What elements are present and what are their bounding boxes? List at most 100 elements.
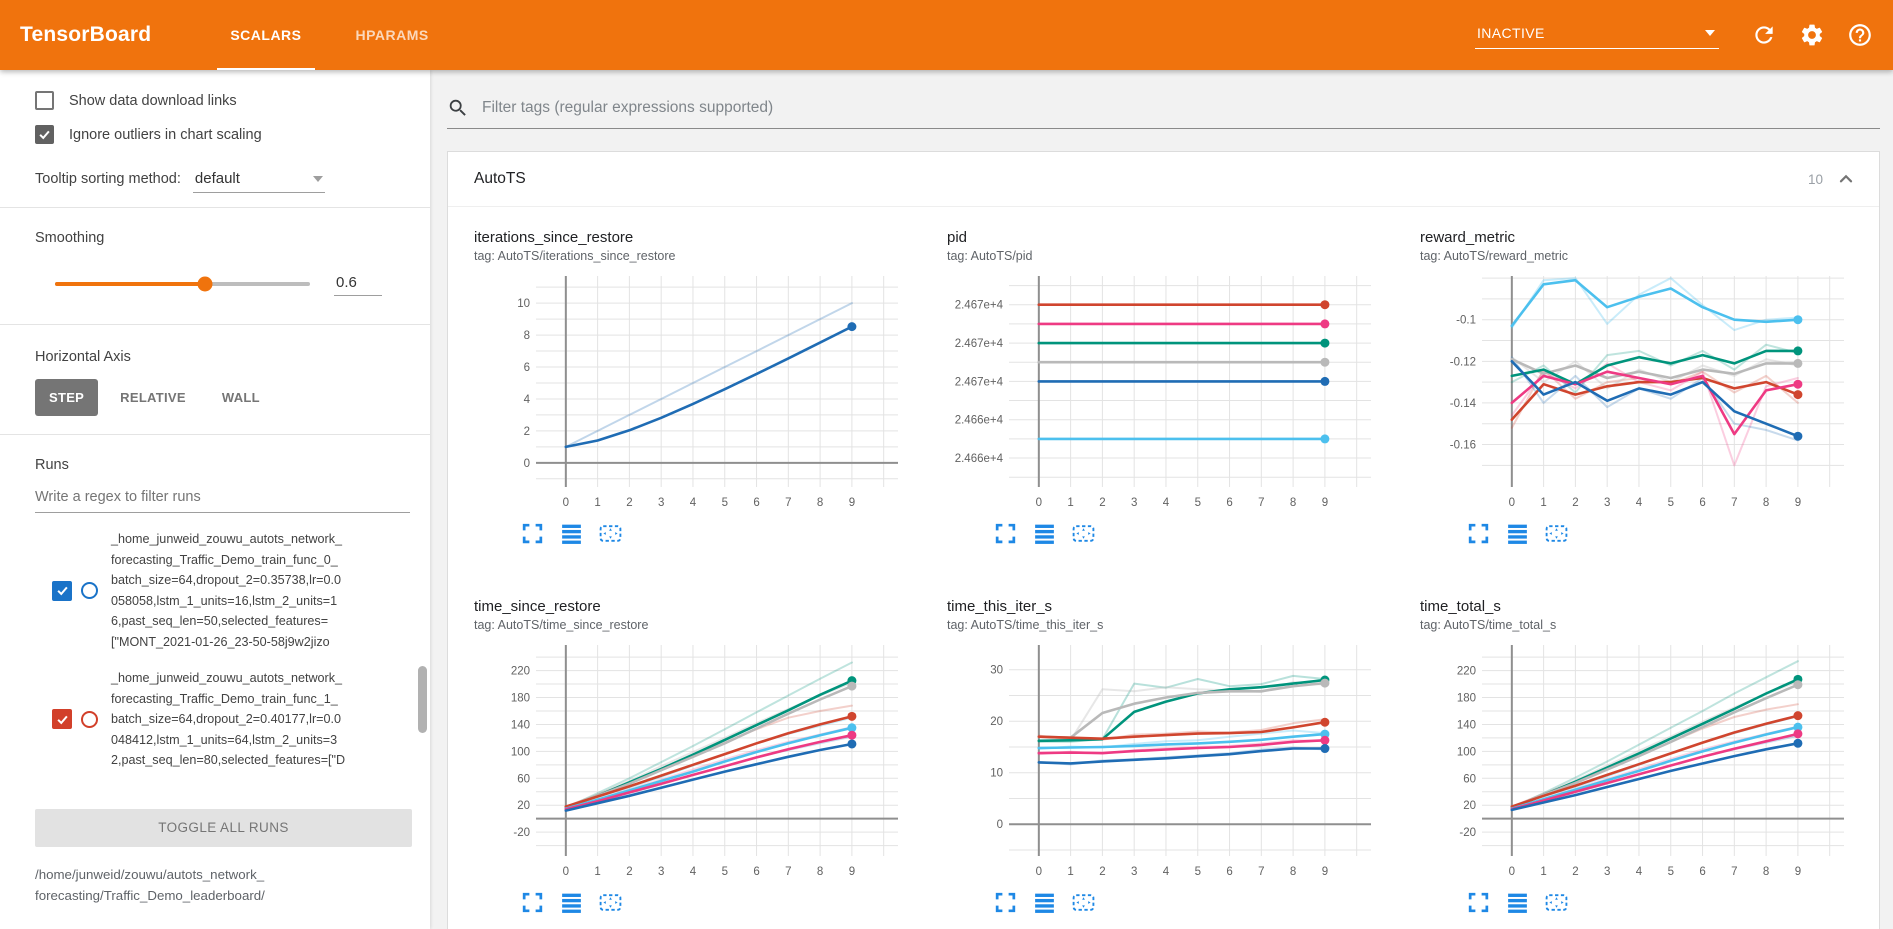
status-label: INACTIVE [1477,25,1545,41]
gear-icon[interactable] [1799,22,1825,48]
svg-text:2.466e+4: 2.466e+4 [955,415,1004,427]
toggle-all-runs-button[interactable]: TOGGLE ALL RUNS [35,808,412,847]
expand-chart-icon[interactable] [520,890,545,915]
expand-chart-icon[interactable] [1466,890,1491,915]
app-title[interactable]: TensorBoard [20,23,152,46]
fit-domain-icon[interactable] [598,521,623,546]
smoothing-value[interactable]: 0.6 [334,272,382,296]
tooltip-sorting-label: Tooltip sorting method: [35,171,181,187]
category-header[interactable]: AutoTS 10 [448,152,1879,207]
chart-title: time_since_restore [474,598,601,615]
smoothing-slider[interactable] [55,276,310,292]
svg-text:4: 4 [690,497,697,509]
runs-menu-icon[interactable] [1032,890,1057,915]
checkmark-icon [56,586,68,596]
svg-text:7: 7 [1258,866,1264,878]
show-download-links-checkbox-row[interactable]: Show data download links [35,91,400,110]
chart-canvas[interactable]: 220 180 140 100 60 20 -20 0 1 2 3 4 5 6 7 8 9 [1420,639,1862,885]
runs-menu-icon[interactable] [1505,890,1530,915]
svg-text:1: 1 [1540,497,1546,509]
search-icon [449,99,466,116]
fit-domain-icon[interactable] [1544,890,1569,915]
runs-menu-icon[interactable] [559,890,584,915]
chart-actions [1466,890,1873,915]
svg-text:2: 2 [626,497,632,509]
svg-text:100: 100 [1457,746,1476,758]
svg-text:7: 7 [1731,497,1737,509]
run-checkbox[interactable] [52,580,72,601]
runs-label: Runs [35,457,69,473]
chart-tag: tag: AutoTS/time_total_s [1420,618,1557,632]
fit-domain-icon[interactable] [1071,521,1096,546]
chart-canvas[interactable]: 220 180 140 100 60 20 -20 0 1 2 3 4 5 6 7 8 9 [474,639,916,885]
chart-title: time_total_s [1420,598,1501,615]
fit-domain-icon[interactable] [598,890,623,915]
svg-text:1: 1 [1067,866,1073,878]
category-collapse-control[interactable]: 10 [1808,168,1857,190]
chart-time_this_iter_s: time_this_iter_s tag: AutoTS/time_this_it… [927,584,1400,915]
expand-chart-icon[interactable] [520,521,545,546]
ignore-outliers-checkbox-row[interactable]: Ignore outliers in chart scaling [35,125,400,144]
chart-canvas[interactable]: -0.1 -0.12 -0.14 -0.16 0 1 2 3 4 5 6 7 8 9 [1420,270,1862,516]
axis-relative-button[interactable]: RELATIVE [120,390,186,405]
svg-text:6: 6 [1699,497,1705,509]
expand-chart-icon[interactable] [993,890,1018,915]
svg-text:-0.14: -0.14 [1450,398,1477,410]
horizontal-axis-label: Horizontal Axis [35,349,131,365]
svg-text:5: 5 [722,866,728,878]
svg-text:10: 10 [517,298,530,310]
runs-filter-input[interactable] [35,483,410,513]
divider [0,207,430,208]
run-checkbox[interactable] [52,709,72,730]
chart-pid: pid tag: AutoTS/pid 2.467e+4 2.467e+4 2.467e… [927,215,1400,546]
charts-grid: iterations_since_restore tag: AutoTS/iter… [448,207,1879,915]
chart-canvas[interactable]: 2.467e+4 2.467e+4 2.467e+4 2.466e+4 2.466e+4… [947,270,1389,516]
svg-text:0: 0 [1509,866,1515,878]
axis-step-button[interactable]: STEP [35,379,99,416]
runs-menu-icon[interactable] [559,521,584,546]
slider-thumb[interactable] [197,276,213,292]
svg-text:0: 0 [563,497,569,509]
tab-hparams[interactable]: HPARAMS [355,27,429,43]
help-icon[interactable] [1847,22,1873,48]
svg-text:6: 6 [524,362,530,374]
runs-scrollbar[interactable] [418,666,427,733]
chart-canvas[interactable]: 10 8 6 4 2 0 0 1 2 3 4 5 6 7 8 9 [474,270,916,516]
svg-text:1: 1 [1067,497,1073,509]
runs-menu-icon[interactable] [1032,521,1057,546]
expand-chart-icon[interactable] [1466,521,1491,546]
svg-text:0: 0 [1036,497,1042,509]
chart-canvas[interactable]: 30 20 10 0 0 1 2 3 4 5 6 7 8 9 [947,639,1389,885]
svg-text:9: 9 [1795,866,1801,878]
tooltip-sorting-select[interactable]: default [192,168,325,193]
chart-title: reward_metric [1420,229,1516,246]
svg-text:8: 8 [817,866,823,878]
refresh-icon[interactable] [1751,22,1777,48]
run-radio[interactable] [81,582,98,599]
tab-scalars[interactable]: SCALARS [203,0,328,70]
tag-filter-bar [447,97,1880,129]
fit-domain-icon[interactable] [1071,890,1096,915]
svg-text:5: 5 [1668,497,1674,509]
svg-text:6: 6 [1226,866,1232,878]
fit-domain-icon[interactable] [1544,521,1569,546]
expand-chart-icon[interactable] [993,521,1018,546]
tag-filter-input[interactable] [480,98,1880,118]
svg-text:-0.1: -0.1 [1456,315,1476,327]
chart-time_total_s: time_total_s tag: AutoTS/time_total_s 220 1… [1400,584,1873,915]
svg-text:2.467e+4: 2.467e+4 [955,300,1004,312]
ignore-outliers-checkbox[interactable] [35,125,54,144]
axis-wall-button[interactable]: WALL [221,390,260,405]
svg-text:-20: -20 [1459,827,1476,839]
svg-text:5: 5 [1195,866,1201,878]
status-dropdown[interactable]: INACTIVE [1475,21,1719,49]
svg-text:20: 20 [990,716,1003,728]
run-item: _home_junweid_zouwu_autots_network_ fore… [52,668,412,771]
show-download-links-checkbox[interactable] [35,91,54,110]
chart-title: pid [947,229,968,246]
run-radio[interactable] [81,710,98,728]
svg-text:7: 7 [785,497,791,509]
runs-menu-icon[interactable] [1505,521,1530,546]
svg-text:3: 3 [1604,497,1610,509]
